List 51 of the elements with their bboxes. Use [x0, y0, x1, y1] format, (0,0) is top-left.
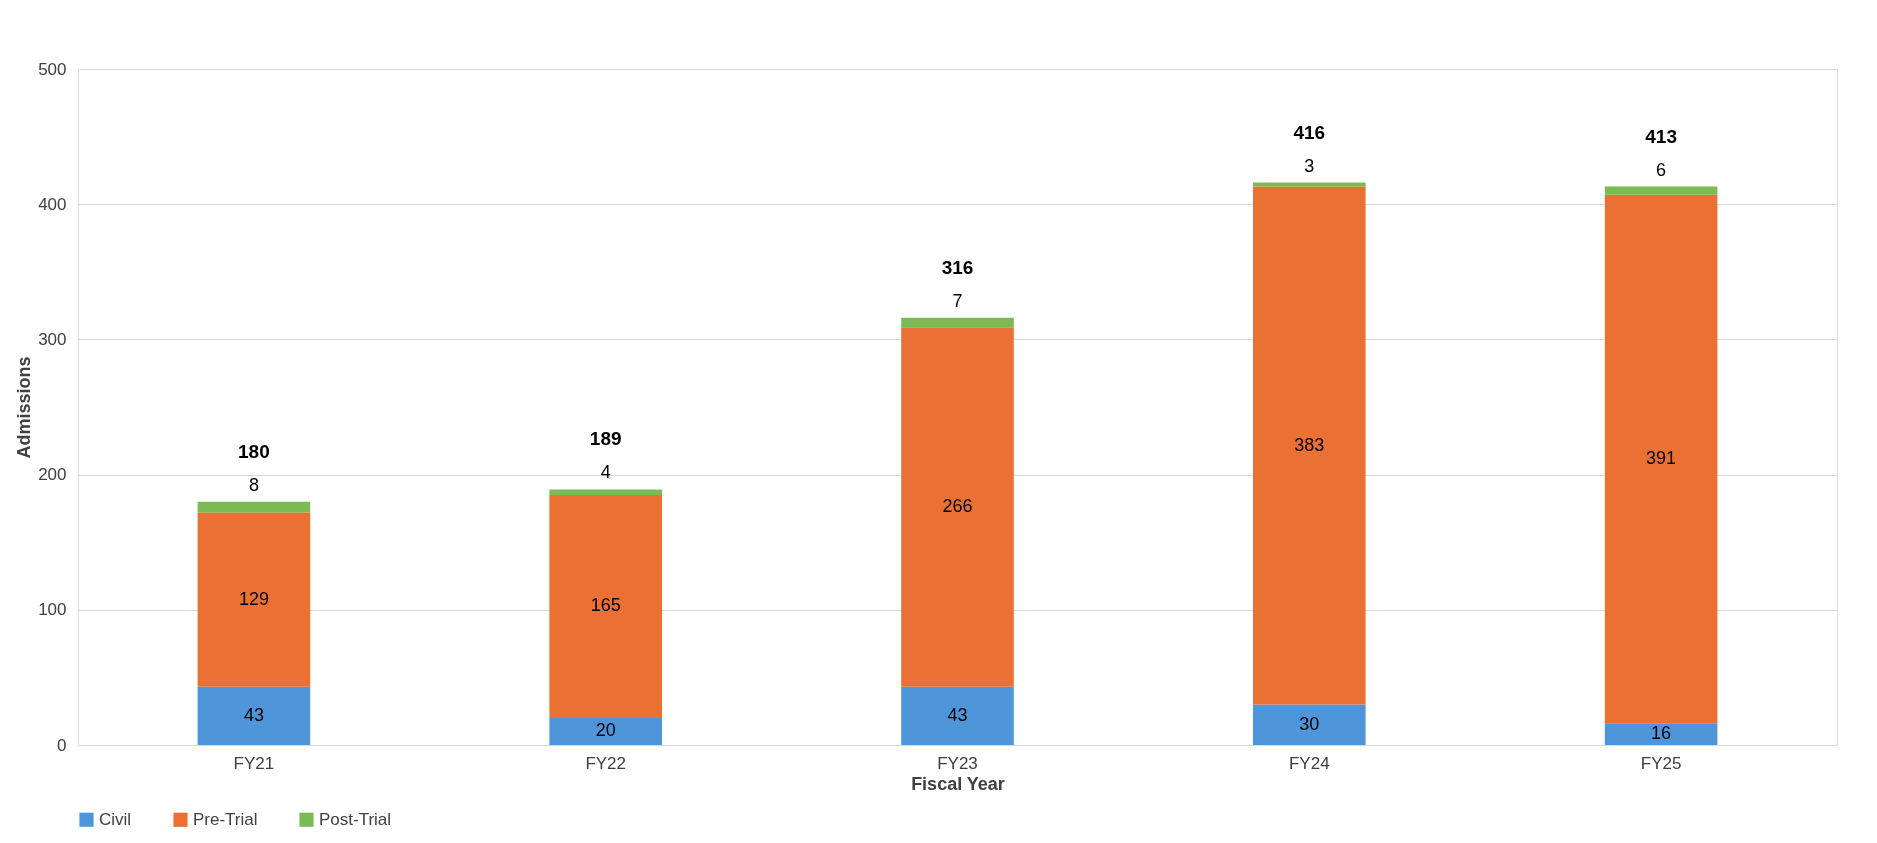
total-label: 416 [1293, 121, 1326, 143]
x-tick-label: FY22 [585, 753, 627, 773]
total-label: 413 [1645, 125, 1677, 147]
bar [197, 501, 311, 513]
data-label: 129 [238, 588, 269, 609]
data-label: 6 [1656, 159, 1667, 180]
bar [549, 717, 662, 745]
y-tick-label: 200 [38, 465, 67, 485]
legend-label: Civil [99, 809, 132, 829]
data-label: 165 [590, 595, 621, 616]
y-tick-label: 500 [38, 59, 67, 79]
data-label: 16 [1651, 723, 1672, 744]
data-label: 266 [942, 496, 973, 517]
bar [901, 686, 1014, 745]
bar [1604, 723, 1718, 745]
data-label: 3 [1304, 155, 1315, 176]
total-label: 189 [589, 428, 622, 450]
data-label: 8 [248, 474, 259, 495]
bar [549, 489, 662, 495]
bar [197, 512, 311, 687]
data-label: 383 [1294, 434, 1325, 455]
bar [1253, 182, 1366, 187]
x-tick-label: FY24 [1288, 753, 1330, 773]
bar [197, 686, 311, 745]
data-label: 7 [952, 290, 963, 311]
data-label: 43 [243, 704, 264, 725]
y-tick-label: 100 [38, 600, 67, 620]
bar [1253, 186, 1366, 705]
x-tick-label: FY21 [233, 753, 275, 773]
y-tick-label: 300 [38, 329, 67, 349]
legend-label: Post-Trial [319, 809, 392, 829]
bar [1604, 186, 1718, 195]
bar [549, 494, 662, 718]
x-axis-title: Fiscal Year [911, 773, 1005, 794]
data-label: 30 [1299, 713, 1320, 734]
total-label: 180 [238, 440, 270, 462]
bar [901, 317, 1014, 328]
y-tick-label: 400 [38, 194, 67, 214]
bar [1253, 704, 1366, 745]
x-tick-label: FY23 [937, 753, 978, 773]
data-label: 43 [947, 704, 968, 725]
bar [901, 327, 1014, 687]
y-tick-label: 0 [57, 735, 67, 755]
legend-label: Pre-Trial [193, 809, 258, 829]
y-axis-title: Admissions [14, 356, 35, 459]
data-label: 20 [595, 720, 616, 741]
bar [1604, 194, 1718, 724]
x-tick-label: FY25 [1640, 753, 1682, 773]
data-label: 391 [1646, 448, 1677, 469]
total-label: 316 [941, 256, 974, 278]
data-label: 4 [600, 462, 611, 483]
